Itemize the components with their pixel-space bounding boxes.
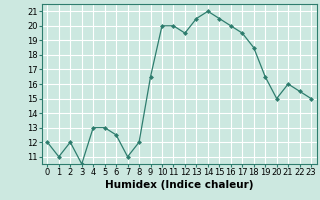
X-axis label: Humidex (Indice chaleur): Humidex (Indice chaleur) — [105, 180, 253, 190]
